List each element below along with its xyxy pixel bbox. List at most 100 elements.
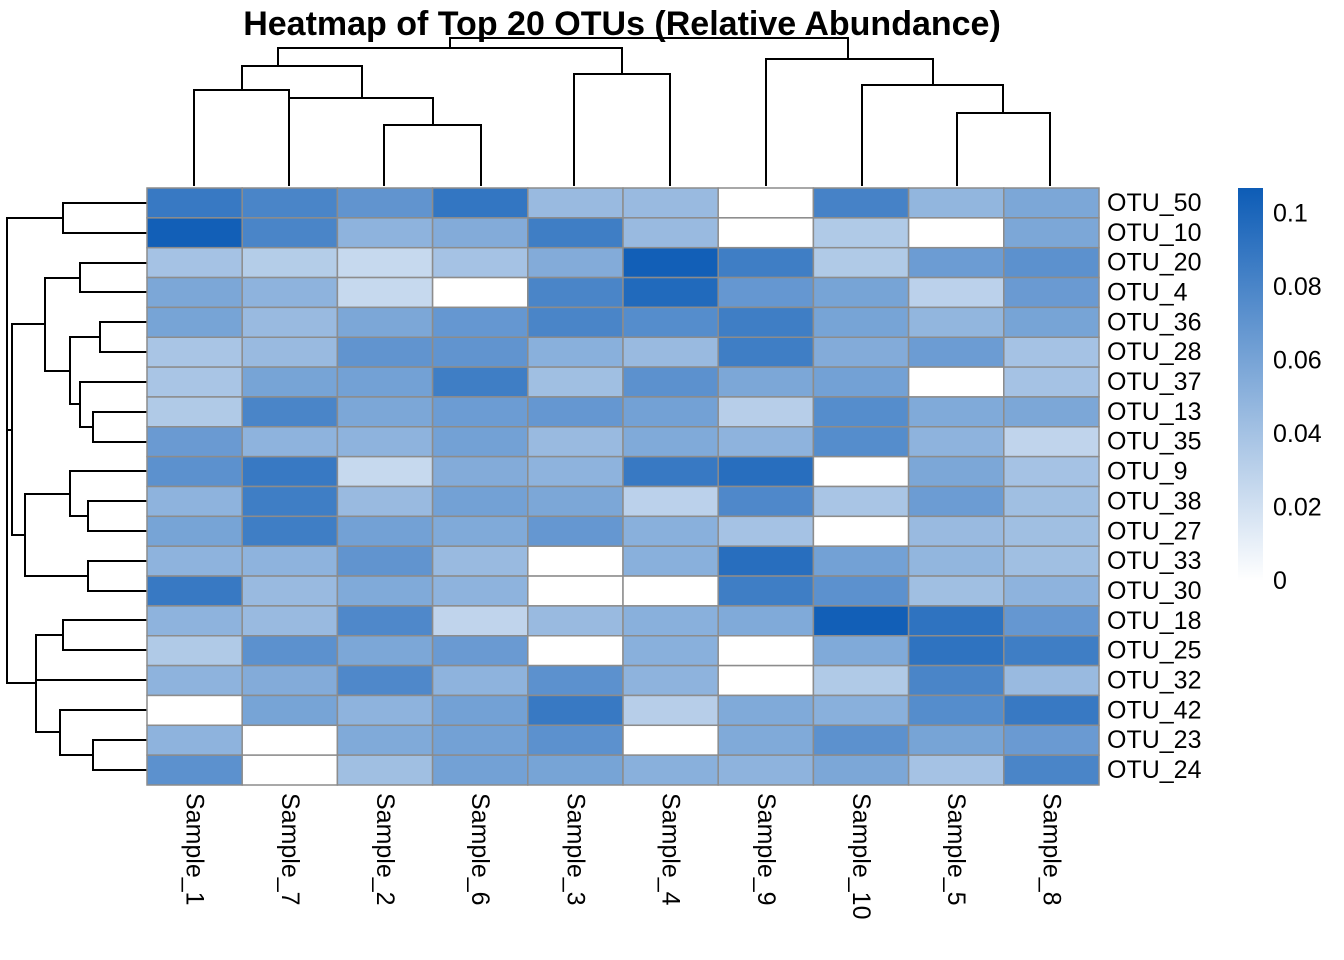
heatmap-cell-OTU_13-Sample_3 — [527, 396, 624, 428]
heatmap-cell-OTU_33-Sample_4 — [622, 545, 719, 577]
row-labels: OTU_50OTU_10OTU_20OTU_4OTU_36OTU_28OTU_3… — [1107, 189, 1202, 784]
heatmap-cell-OTU_37-Sample_5 — [907, 366, 1005, 398]
row-dendrogram — [6, 202, 147, 771]
column-label: Sample_1 — [181, 793, 209, 906]
row-label: OTU_37 — [1107, 368, 1201, 396]
heatmap-cell-OTU_36-Sample_3 — [527, 306, 624, 338]
row-label: OTU_13 — [1107, 398, 1201, 426]
legend-tick-label: 0.08 — [1273, 273, 1322, 301]
heatmap-cell-OTU_4-Sample_8 — [1003, 276, 1100, 309]
heatmap-cell-OTU_20-Sample_2 — [336, 246, 434, 279]
heatmap-cell-OTU_10-Sample_2 — [336, 217, 434, 249]
heatmap-cell-OTU_23-Sample_4 — [622, 724, 719, 756]
heatmap-cell-OTU_23-Sample_1 — [146, 724, 243, 756]
heatmap-cell-OTU_38-Sample_1 — [146, 485, 243, 518]
column-label: Sample_5 — [942, 793, 970, 906]
heatmap-cell-OTU_4-Sample_7 — [241, 276, 339, 309]
heatmap-cell-OTU_4-Sample_9 — [717, 276, 815, 309]
heatmap-cell-OTU_25-Sample_1 — [146, 635, 243, 667]
heatmap-cell-OTU_23-Sample_9 — [717, 724, 815, 756]
heatmap-cell-OTU_10-Sample_3 — [527, 217, 624, 249]
heatmap-cell-OTU_42-Sample_2 — [336, 694, 434, 727]
row-label: OTU_23 — [1107, 726, 1201, 754]
heatmap-cell-OTU_42-Sample_3 — [527, 694, 624, 727]
heatmap-cell-OTU_9-Sample_2 — [336, 455, 434, 488]
heatmap-cell-OTU_20-Sample_7 — [241, 246, 339, 279]
heatmap-cell-OTU_18-Sample_1 — [146, 605, 243, 637]
heatmap-cell-OTU_18-Sample_4 — [622, 605, 719, 637]
heatmap-cell-OTU_50-Sample_6 — [431, 187, 529, 219]
row-label: OTU_30 — [1107, 577, 1201, 605]
heatmap-cell-OTU_37-Sample_7 — [241, 366, 339, 398]
heatmap-cell-OTU_9-Sample_9 — [717, 455, 815, 488]
heatmap-cell-OTU_18-Sample_10 — [812, 605, 910, 637]
legend-tick-label: 0.04 — [1273, 420, 1322, 448]
heatmap-cell-OTU_25-Sample_9 — [717, 635, 815, 667]
heatmap-cell-OTU_37-Sample_2 — [336, 366, 434, 398]
heatmap-cell-OTU_28-Sample_1 — [146, 336, 243, 368]
heatmap-cell-OTU_42-Sample_10 — [812, 694, 910, 727]
heatmap-cell-OTU_28-Sample_7 — [241, 336, 339, 368]
row-label: OTU_33 — [1107, 547, 1201, 575]
heatmap-cell-OTU_27-Sample_10 — [812, 515, 910, 547]
heatmap-cell-OTU_20-Sample_5 — [907, 246, 1005, 279]
heatmap-cell-OTU_4-Sample_3 — [527, 276, 624, 309]
heatmap-cell-OTU_36-Sample_9 — [717, 306, 815, 338]
heatmap-cell-OTU_9-Sample_6 — [431, 455, 529, 488]
heatmap-cell-OTU_32-Sample_4 — [622, 664, 719, 697]
heatmap-cell-OTU_37-Sample_8 — [1003, 366, 1100, 398]
row-label: OTU_42 — [1107, 696, 1201, 724]
heatmap-cell-OTU_27-Sample_7 — [241, 515, 339, 547]
heatmap-cell-OTU_42-Sample_4 — [622, 694, 719, 727]
heatmap-cell-OTU_50-Sample_10 — [812, 187, 910, 219]
heatmap-cell-OTU_28-Sample_5 — [907, 336, 1005, 368]
heatmap-cell-OTU_42-Sample_1 — [146, 694, 243, 727]
heatmap-cell-OTU_32-Sample_1 — [146, 664, 243, 697]
heatmap-cell-OTU_20-Sample_9 — [717, 246, 815, 279]
heatmap-cell-OTU_23-Sample_10 — [812, 724, 910, 756]
heatmap-cell-OTU_25-Sample_3 — [527, 635, 624, 667]
heatmap-cell-OTU_38-Sample_6 — [431, 485, 529, 518]
heatmap-cell-OTU_13-Sample_6 — [431, 396, 529, 428]
heatmap-cells — [146, 187, 1100, 786]
heatmap-cell-OTU_32-Sample_5 — [907, 664, 1005, 697]
row-label: OTU_24 — [1107, 756, 1202, 784]
heatmap-cell-OTU_35-Sample_3 — [527, 426, 624, 458]
heatmap-cell-OTU_50-Sample_8 — [1003, 187, 1100, 219]
column-label: Sample_10 — [847, 793, 875, 919]
chart-title: Heatmap of Top 20 OTUs (Relative Abundan… — [243, 5, 1001, 43]
heatmap-cell-OTU_27-Sample_6 — [431, 515, 529, 547]
heatmap-cell-OTU_33-Sample_7 — [241, 545, 339, 577]
heatmap-cell-OTU_30-Sample_10 — [812, 575, 910, 607]
heatmap-cell-OTU_36-Sample_6 — [431, 306, 529, 338]
heatmap-cell-OTU_32-Sample_8 — [1003, 664, 1100, 697]
heatmap-cell-OTU_18-Sample_5 — [907, 605, 1005, 637]
heatmap-cell-OTU_38-Sample_4 — [622, 485, 719, 518]
column-labels: Sample_1 Sample_7 Sample_2 Sample_6 Sample_3… — [181, 793, 1066, 919]
column-label: Sample_8 — [1037, 793, 1065, 906]
heatmap-cell-OTU_4-Sample_1 — [146, 276, 243, 309]
heatmap-cell-OTU_38-Sample_5 — [907, 485, 1005, 518]
heatmap-cell-OTU_9-Sample_8 — [1003, 455, 1100, 488]
heatmap-cell-OTU_9-Sample_10 — [812, 455, 910, 488]
heatmap-cell-OTU_35-Sample_4 — [622, 426, 719, 458]
heatmap-cell-OTU_38-Sample_7 — [241, 485, 339, 518]
row-label: OTU_36 — [1107, 308, 1201, 336]
heatmap-cell-OTU_37-Sample_10 — [812, 366, 910, 398]
heatmap-cell-OTU_25-Sample_6 — [431, 635, 529, 667]
heatmap-cell-OTU_4-Sample_2 — [336, 276, 434, 309]
heatmap-cell-OTU_13-Sample_4 — [622, 396, 719, 428]
heatmap-cell-OTU_13-Sample_8 — [1003, 396, 1100, 428]
heatmap-cell-OTU_24-Sample_5 — [907, 754, 1005, 786]
heatmap-cell-OTU_10-Sample_5 — [907, 217, 1005, 249]
heatmap-cell-OTU_28-Sample_8 — [1003, 336, 1100, 368]
heatmap-cell-OTU_20-Sample_3 — [527, 246, 624, 279]
heatmap-cell-OTU_18-Sample_8 — [1003, 605, 1100, 637]
row-label: OTU_35 — [1107, 428, 1201, 456]
heatmap-cell-OTU_37-Sample_9 — [717, 366, 815, 398]
heatmap-cell-OTU_25-Sample_5 — [907, 635, 1005, 667]
heatmap-cell-OTU_27-Sample_5 — [907, 515, 1005, 547]
column-label: Sample_2 — [371, 793, 399, 906]
heatmap-cell-OTU_25-Sample_8 — [1003, 635, 1100, 667]
heatmap-cell-OTU_35-Sample_6 — [431, 426, 529, 458]
